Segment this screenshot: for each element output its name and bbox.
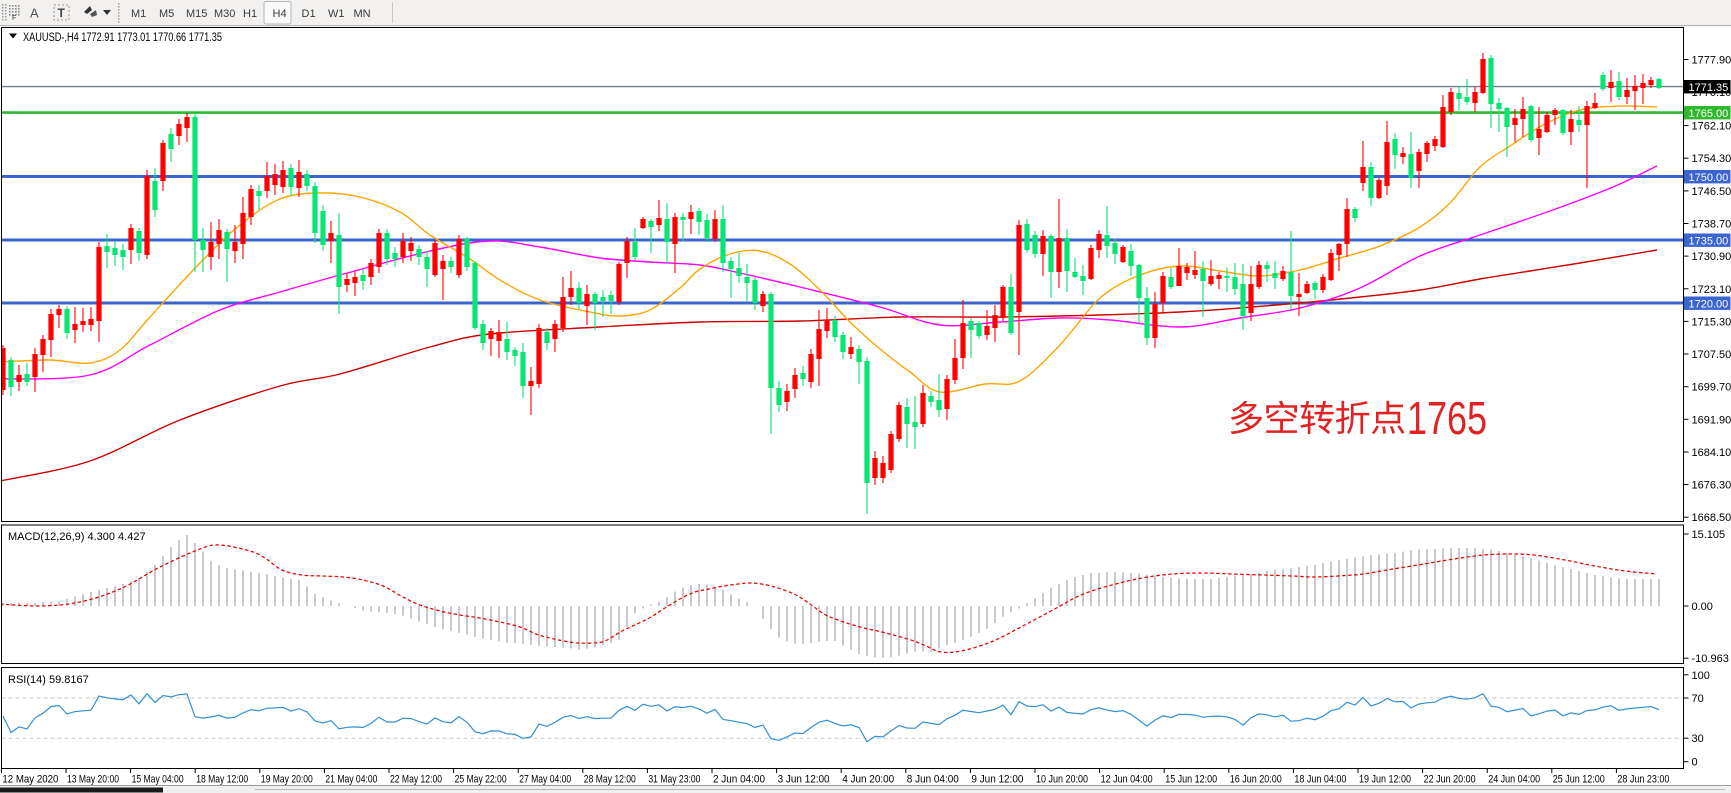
svg-text:1750.00: 1750.00 — [1689, 172, 1729, 184]
svg-text:W1: W1 — [328, 8, 345, 20]
svg-text:M1: M1 — [131, 8, 146, 20]
svg-text:A: A — [30, 6, 39, 21]
svg-text:H1: H1 — [243, 8, 257, 20]
svg-text:0.00: 0.00 — [1692, 601, 1713, 613]
svg-text:31 May 23:00: 31 May 23:00 — [648, 774, 700, 786]
svg-text:18 Jun 04:00: 18 Jun 04:00 — [1294, 774, 1346, 786]
svg-text:4 Jun 20:00: 4 Jun 20:00 — [842, 774, 894, 786]
svg-text:XAUUSD-,H4 1772.91 1773.01 17: XAUUSD-,H4 1772.91 1773.01 1770.66 1771.… — [23, 32, 222, 44]
svg-text:21 May 04:00: 21 May 04:00 — [325, 774, 377, 786]
svg-text:1765.00: 1765.00 — [1689, 108, 1729, 120]
svg-text:22 Jun 20:00: 22 Jun 20:00 — [1424, 774, 1476, 786]
svg-text:30: 30 — [1692, 733, 1704, 745]
svg-text:19 Jun 12:00: 19 Jun 12:00 — [1359, 774, 1411, 786]
svg-text:-10.963: -10.963 — [1692, 653, 1729, 665]
svg-text:27 May 04:00: 27 May 04:00 — [519, 774, 571, 786]
svg-text:1735.00: 1735.00 — [1689, 235, 1729, 247]
svg-text:1730.90: 1730.90 — [1692, 251, 1731, 263]
svg-text:2 Jun 04:00: 2 Jun 04:00 — [713, 774, 765, 786]
svg-text:1720.00: 1720.00 — [1689, 298, 1729, 310]
svg-text:25 May 22:00: 25 May 22:00 — [455, 774, 507, 786]
svg-text:0: 0 — [1692, 757, 1698, 769]
svg-text:M30: M30 — [214, 8, 235, 20]
svg-text:1762.10: 1762.10 — [1692, 121, 1731, 133]
svg-text:M15: M15 — [186, 8, 207, 20]
svg-text:19 May 20:00: 19 May 20:00 — [261, 774, 313, 786]
svg-text:1707.50: 1707.50 — [1692, 349, 1731, 361]
svg-text:T: T — [58, 6, 66, 20]
svg-text:1715.30: 1715.30 — [1692, 316, 1731, 328]
svg-text:15.105: 15.105 — [1692, 529, 1726, 541]
svg-text:RSI(14) 59.8167: RSI(14) 59.8167 — [8, 674, 89, 686]
svg-text:1771.35: 1771.35 — [1689, 82, 1729, 94]
svg-text:12 Jun 04:00: 12 Jun 04:00 — [1101, 774, 1153, 786]
svg-text:D1: D1 — [302, 8, 316, 20]
svg-text:1746.50: 1746.50 — [1692, 186, 1731, 198]
svg-text:15 May 04:00: 15 May 04:00 — [132, 774, 184, 786]
svg-text:9 Jun 12:00: 9 Jun 12:00 — [971, 774, 1023, 786]
svg-text:25 Jun 12:00: 25 Jun 12:00 — [1553, 774, 1605, 786]
svg-text:1691.90: 1691.90 — [1692, 414, 1731, 426]
svg-text:M5: M5 — [159, 8, 174, 20]
svg-text:24 Jun 04:00: 24 Jun 04:00 — [1488, 774, 1540, 786]
svg-text:18 May 12:00: 18 May 12:00 — [196, 774, 248, 786]
svg-text:28 May 12:00: 28 May 12:00 — [584, 774, 636, 786]
svg-text:12 May 2020: 12 May 2020 — [2, 774, 58, 786]
svg-text:3 Jun 12:00: 3 Jun 12:00 — [778, 774, 830, 786]
svg-text:1723.10: 1723.10 — [1692, 284, 1731, 296]
svg-text:MACD(12,26,9) 4.300 4.427: MACD(12,26,9) 4.300 4.427 — [8, 531, 146, 543]
svg-text:15 Jun 12:00: 15 Jun 12:00 — [1165, 774, 1217, 786]
svg-text:8 Jun 04:00: 8 Jun 04:00 — [907, 774, 959, 786]
svg-text:10 Jun 20:00: 10 Jun 20:00 — [1036, 774, 1088, 786]
svg-text:H4: H4 — [273, 8, 287, 20]
svg-text:1676.30: 1676.30 — [1692, 480, 1731, 492]
svg-text:MN: MN — [354, 8, 371, 20]
svg-text:100: 100 — [1692, 670, 1710, 682]
svg-text:22 May 12:00: 22 May 12:00 — [390, 774, 442, 786]
svg-text:1668.50: 1668.50 — [1692, 512, 1731, 524]
svg-text:1699.70: 1699.70 — [1692, 382, 1731, 394]
svg-text:1765: 1765 — [1407, 392, 1487, 444]
svg-text:70: 70 — [1692, 693, 1704, 705]
svg-text:F: F — [12, 15, 16, 22]
svg-text:13 May 20:00: 13 May 20:00 — [67, 774, 119, 786]
svg-text:1738.70: 1738.70 — [1692, 219, 1731, 231]
svg-text:1684.10: 1684.10 — [1692, 447, 1731, 459]
svg-text:1777.90: 1777.90 — [1692, 55, 1731, 67]
svg-text:28 Jun 23:00: 28 Jun 23:00 — [1617, 774, 1669, 786]
svg-text:1754.30: 1754.30 — [1692, 153, 1731, 165]
svg-text:16 Jun 20:00: 16 Jun 20:00 — [1230, 774, 1282, 786]
